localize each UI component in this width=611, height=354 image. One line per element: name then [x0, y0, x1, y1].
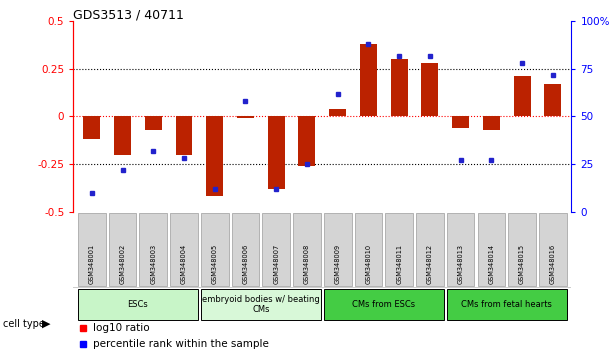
Bar [139, 213, 167, 286]
Text: GSM348008: GSM348008 [304, 244, 310, 284]
Text: GSM348004: GSM348004 [181, 244, 187, 284]
Text: GSM348001: GSM348001 [89, 244, 95, 284]
Text: GSM348011: GSM348011 [396, 244, 402, 284]
Bar [483, 116, 500, 130]
Bar [145, 116, 162, 130]
Bar [360, 44, 377, 116]
Text: ESCs: ESCs [128, 300, 148, 309]
Bar [386, 213, 413, 286]
Text: GSM348015: GSM348015 [519, 244, 525, 284]
Text: percentile rank within the sample: percentile rank within the sample [93, 339, 269, 349]
Bar [508, 213, 536, 286]
Text: ▶: ▶ [42, 319, 50, 329]
Bar [447, 213, 475, 286]
Bar [329, 109, 346, 116]
Text: GSM348013: GSM348013 [458, 244, 464, 284]
Bar [78, 289, 198, 320]
Bar [452, 116, 469, 128]
Bar [232, 213, 259, 286]
Bar [201, 289, 321, 320]
Text: GSM348009: GSM348009 [335, 244, 341, 284]
Bar [78, 213, 106, 286]
Bar [114, 116, 131, 155]
Text: GSM348007: GSM348007 [273, 244, 279, 284]
Text: log10 ratio: log10 ratio [93, 323, 150, 333]
Bar [514, 76, 530, 116]
Bar [324, 289, 444, 320]
Bar [354, 213, 382, 286]
Text: GSM348010: GSM348010 [365, 244, 371, 284]
Text: embryoid bodies w/ beating
CMs: embryoid bodies w/ beating CMs [202, 295, 320, 314]
Bar [544, 84, 562, 116]
Text: CMs from ESCs: CMs from ESCs [352, 300, 415, 309]
Bar [447, 289, 566, 320]
Bar [390, 59, 408, 116]
Text: GSM348006: GSM348006 [243, 244, 249, 284]
Bar [416, 213, 444, 286]
Bar [262, 213, 290, 286]
Bar [207, 116, 223, 196]
Bar [237, 116, 254, 118]
Text: GSM348005: GSM348005 [212, 244, 218, 284]
Bar [268, 116, 285, 189]
Bar [539, 213, 566, 286]
Bar [478, 213, 505, 286]
Bar [83, 116, 100, 139]
Bar [109, 213, 136, 286]
Text: GSM348012: GSM348012 [427, 244, 433, 284]
Text: GSM348003: GSM348003 [150, 244, 156, 284]
Text: GSM348016: GSM348016 [550, 244, 556, 284]
Text: GDS3513 / 40711: GDS3513 / 40711 [73, 8, 184, 21]
Text: GSM348002: GSM348002 [120, 244, 125, 284]
Bar [422, 63, 438, 116]
Bar [293, 213, 321, 286]
Bar [299, 116, 315, 166]
Text: CMs from fetal hearts: CMs from fetal hearts [461, 300, 552, 309]
Bar [170, 213, 198, 286]
Text: GSM348014: GSM348014 [488, 244, 494, 284]
Bar [324, 213, 351, 286]
Bar [201, 213, 229, 286]
Bar [175, 116, 192, 155]
Text: cell type: cell type [3, 319, 45, 329]
